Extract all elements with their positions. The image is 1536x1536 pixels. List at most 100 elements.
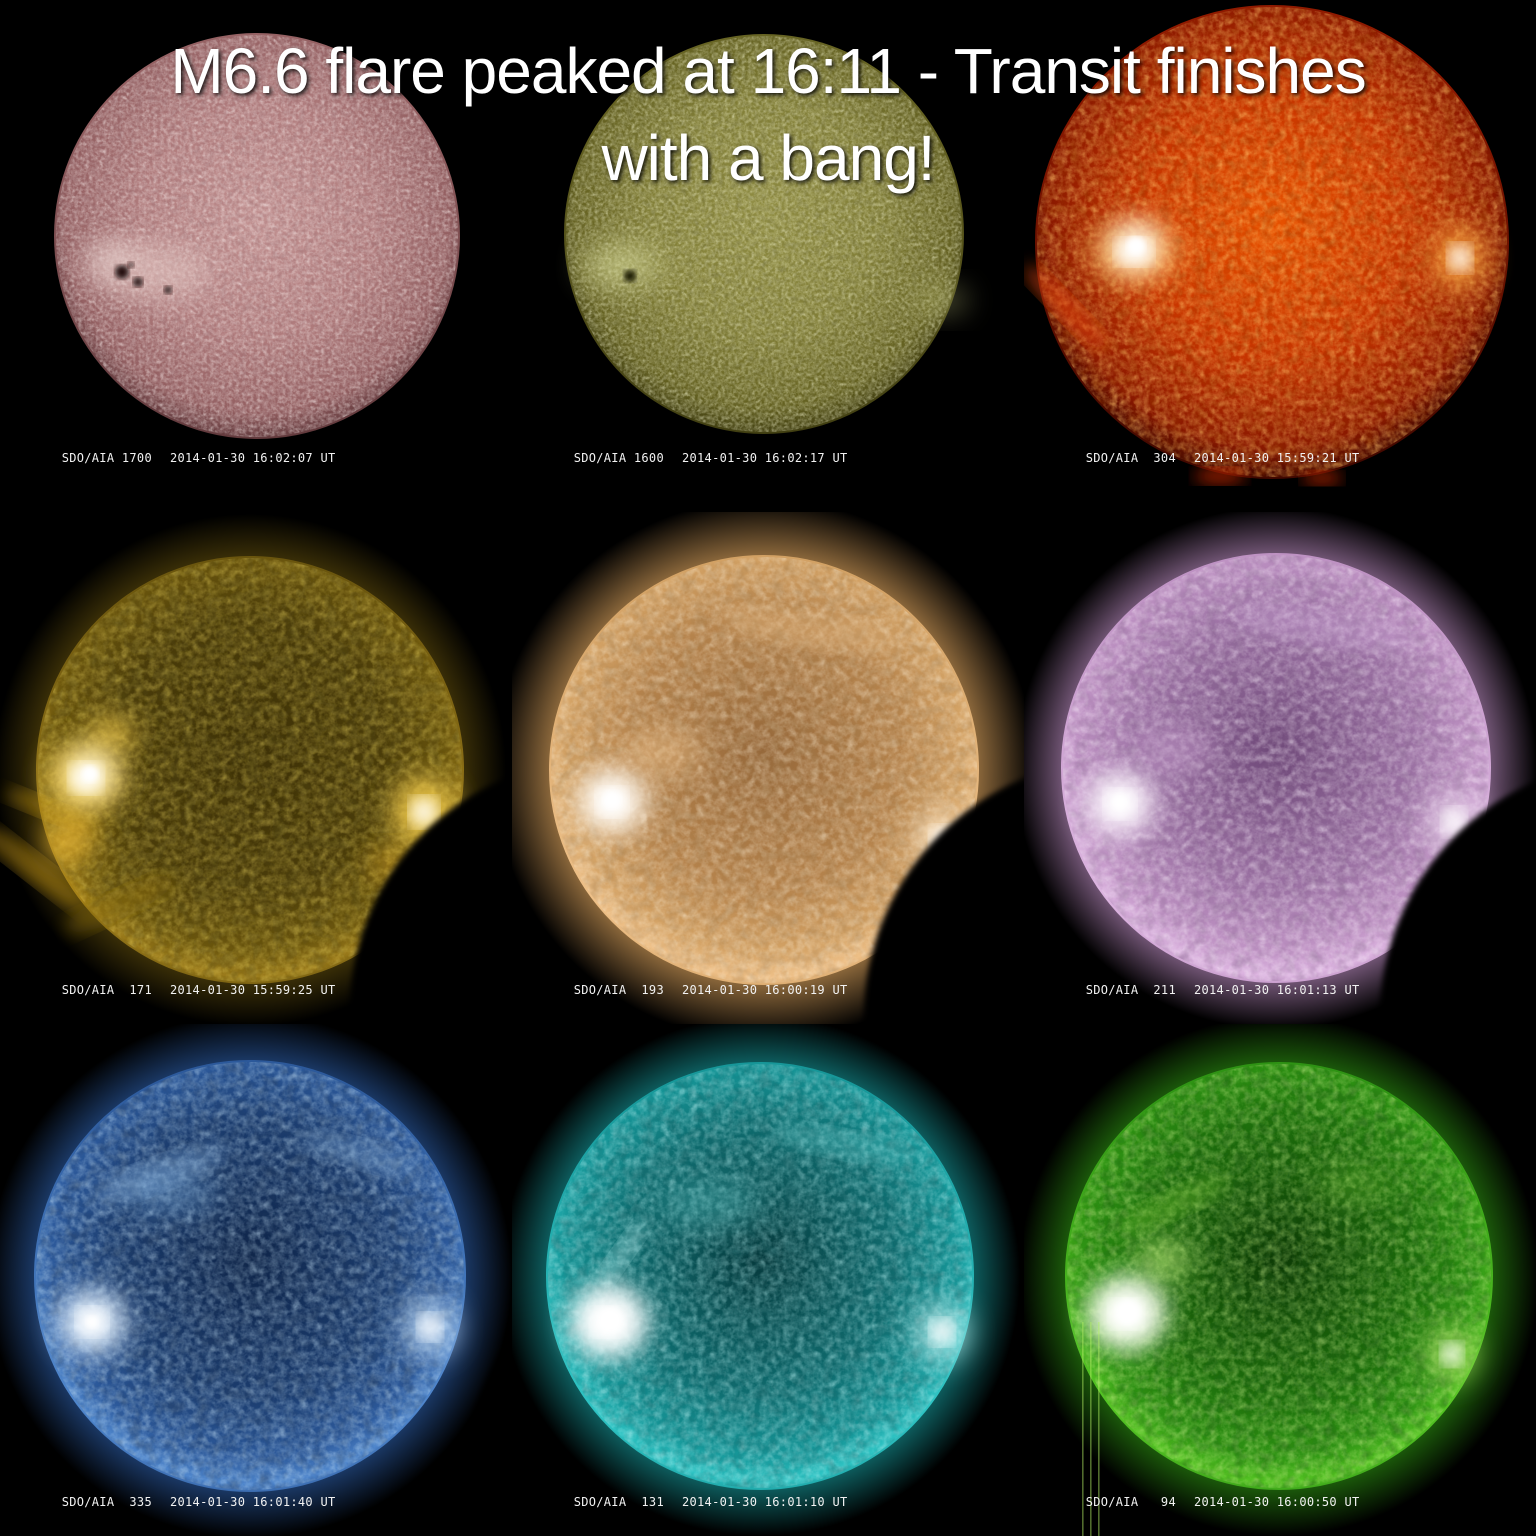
flare-core bbox=[598, 1308, 622, 1332]
plasma-wisp bbox=[1194, 468, 1246, 484]
sun-texture-dark bbox=[566, 36, 962, 432]
image-caption: SDO/AIA 211 2014-01-30 16:01:13 UT bbox=[1033, 969, 1360, 1011]
flare-core bbox=[86, 1316, 98, 1328]
sunspot bbox=[624, 270, 636, 282]
flare-core bbox=[1112, 794, 1128, 810]
sunspot bbox=[115, 265, 129, 279]
panel-aia-1700: SDO/AIA 1700 2014-01-30 16:02:07 UT bbox=[0, 0, 512, 512]
moon-silhouette bbox=[460, 1335, 512, 1536]
active-region-core bbox=[1442, 808, 1466, 836]
sunspot bbox=[164, 286, 172, 294]
plasma-wisp bbox=[773, 1125, 911, 1163]
image-caption: SDO/AIA 1600 2014-01-30 16:02:17 UT bbox=[521, 437, 848, 479]
plasma-wisp bbox=[0, 826, 87, 910]
sun-image bbox=[1024, 1024, 1536, 1536]
sun-image bbox=[512, 512, 1024, 1024]
panel-aia-193: SDO/AIA 193 2014-01-30 16:00:19 UT bbox=[512, 512, 1024, 1024]
active-region bbox=[1138, 1242, 1190, 1278]
timestamp-label: 2014-01-30 16:02:07 UT bbox=[169, 451, 336, 465]
active-region bbox=[46, 818, 94, 862]
active-region bbox=[662, 1182, 762, 1226]
timestamp-label: 2014-01-30 16:00:19 UT bbox=[681, 983, 848, 997]
active-region bbox=[1134, 728, 1214, 772]
timestamp-label: 2014-01-30 16:02:17 UT bbox=[681, 451, 848, 465]
plasma-wisp bbox=[722, 608, 902, 652]
instrument-label: SDO/AIA 211 bbox=[1085, 983, 1176, 997]
instrument-label: SDO/AIA 193 bbox=[573, 983, 664, 997]
active-region-core bbox=[1448, 244, 1472, 272]
plasma-wisp bbox=[1302, 471, 1342, 485]
image-caption: SDO/AIA 304 2014-01-30 15:59:21 UT bbox=[1033, 437, 1360, 479]
active-region-core bbox=[410, 797, 438, 827]
sunspot bbox=[128, 262, 134, 268]
moon-silhouette bbox=[864, 778, 1024, 1024]
active-region-core bbox=[930, 1319, 954, 1345]
sun-texture-dark bbox=[1037, 7, 1507, 477]
plasma-wisp bbox=[1234, 606, 1414, 650]
active-region-core bbox=[1441, 1342, 1463, 1366]
sun-texture-dark bbox=[56, 35, 458, 437]
panel-aia-171: SDO/AIA 171 2014-01-30 15:59:25 UT bbox=[0, 512, 512, 1024]
timestamp-label: 2014-01-30 15:59:21 UT bbox=[1193, 451, 1360, 465]
active-region bbox=[1314, 1168, 1394, 1200]
active-region bbox=[622, 730, 702, 774]
timestamp-label: 2014-01-30 16:01:40 UT bbox=[169, 1495, 336, 1509]
image-caption: SDO/AIA 171 2014-01-30 15:59:25 UT bbox=[9, 969, 336, 1011]
timestamp-label: 2014-01-30 16:01:13 UT bbox=[1193, 983, 1360, 997]
plasma-wisp bbox=[597, 1220, 647, 1288]
active-region bbox=[916, 286, 968, 314]
instrument-label: SDO/AIA 171 bbox=[61, 983, 152, 997]
ccd-bleed-line bbox=[1098, 1322, 1100, 1536]
panel-aia-211: SDO/AIA 211 2014-01-30 16:01:13 UT bbox=[1024, 512, 1536, 1024]
instrument-label: SDO/AIA 131 bbox=[573, 1495, 664, 1509]
moon-silhouette bbox=[350, 776, 512, 1024]
panel-aia-335: SDO/AIA 335 2014-01-30 16:01:40 UT bbox=[0, 1024, 512, 1536]
active-region bbox=[124, 1174, 216, 1214]
moon-silhouette bbox=[972, 1343, 1024, 1536]
ccd-bleed-line bbox=[1090, 1322, 1092, 1536]
instrument-label: SDO/AIA 94 bbox=[1085, 1495, 1176, 1509]
timestamp-label: 2014-01-30 16:00:50 UT bbox=[1193, 1495, 1360, 1509]
flare-core bbox=[1116, 1300, 1140, 1324]
sun-image bbox=[0, 514, 512, 1024]
panel-aia-304: SDO/AIA 304 2014-01-30 15:59:21 UT bbox=[1024, 0, 1536, 512]
active-region bbox=[582, 244, 658, 288]
image-caption: SDO/AIA 335 2014-01-30 16:01:40 UT bbox=[9, 1481, 336, 1523]
sun-image bbox=[1024, 512, 1536, 1024]
ccd-bleed-line bbox=[1082, 1322, 1084, 1536]
image-caption: SDO/AIA 94 2014-01-30 16:00:50 UT bbox=[1033, 1481, 1360, 1523]
timestamp-label: 2014-01-30 16:01:10 UT bbox=[681, 1495, 848, 1509]
image-caption: SDO/AIA 1700 2014-01-30 16:02:07 UT bbox=[9, 437, 336, 479]
sun-image bbox=[0, 1024, 512, 1536]
sun-image bbox=[54, 33, 460, 439]
active-region bbox=[90, 718, 134, 750]
plasma-wisp bbox=[1119, 1175, 1229, 1233]
sun-image bbox=[564, 34, 968, 434]
plasma-wisp bbox=[1024, 265, 1108, 351]
sun-texture-dark bbox=[1063, 555, 1489, 981]
plasma-wisp bbox=[301, 1133, 419, 1175]
moon-silhouette bbox=[1380, 781, 1536, 1024]
sun-texture-dark bbox=[551, 557, 977, 983]
flare-core bbox=[603, 791, 621, 809]
sunspot bbox=[133, 277, 143, 287]
instrument-label: SDO/AIA 335 bbox=[61, 1495, 152, 1509]
instrument-label: SDO/AIA 1600 bbox=[573, 451, 664, 465]
timestamp-label: 2014-01-30 15:59:25 UT bbox=[169, 983, 336, 997]
sun-image bbox=[512, 1024, 1024, 1536]
image-caption: SDO/AIA 193 2014-01-30 16:00:19 UT bbox=[521, 969, 848, 1011]
instrument-label: SDO/AIA 1700 bbox=[61, 451, 152, 465]
flare-core bbox=[1127, 237, 1145, 255]
sun-texture-dark bbox=[548, 1064, 972, 1488]
moon-silhouette bbox=[1499, 1384, 1536, 1536]
sun-texture-dark bbox=[36, 1062, 464, 1490]
active-region-core bbox=[418, 1314, 442, 1340]
image-caption: SDO/AIA 131 2014-01-30 16:01:10 UT bbox=[521, 1481, 848, 1523]
panel-aia-1600: SDO/AIA 1600 2014-01-30 16:02:17 UT bbox=[512, 0, 1024, 512]
flare-core bbox=[82, 766, 98, 782]
instrument-label: SDO/AIA 304 bbox=[1085, 451, 1176, 465]
sun-texture-dark bbox=[38, 558, 462, 982]
panel-aia-94: SDO/AIA 94 2014-01-30 16:00:50 UT bbox=[1024, 1024, 1536, 1536]
plasma-wisp bbox=[65, 875, 175, 933]
